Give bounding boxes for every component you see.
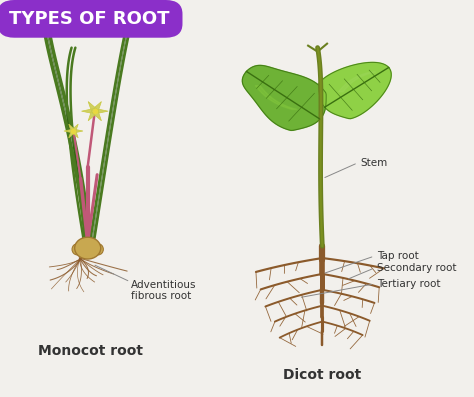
Polygon shape: [69, 124, 75, 132]
Polygon shape: [319, 62, 391, 119]
Text: Adventitious
fibrous root: Adventitious fibrous root: [131, 280, 197, 301]
Polygon shape: [82, 108, 95, 114]
Polygon shape: [95, 108, 108, 114]
Ellipse shape: [72, 244, 82, 255]
Polygon shape: [72, 124, 78, 132]
Polygon shape: [88, 110, 98, 121]
Polygon shape: [69, 130, 75, 138]
Polygon shape: [64, 129, 73, 133]
Text: Tertiary root: Tertiary root: [377, 279, 440, 289]
Text: Tap root: Tap root: [377, 251, 419, 261]
FancyBboxPatch shape: [0, 0, 182, 38]
Polygon shape: [92, 110, 101, 121]
Text: Monocot root: Monocot root: [37, 344, 143, 358]
Ellipse shape: [75, 237, 100, 259]
Text: Stem: Stem: [360, 158, 387, 168]
Polygon shape: [92, 102, 101, 113]
Polygon shape: [242, 66, 326, 130]
Text: Secondary root: Secondary root: [377, 263, 456, 273]
Polygon shape: [73, 129, 83, 133]
Polygon shape: [88, 102, 98, 113]
Text: TYPES OF ROOT: TYPES OF ROOT: [9, 10, 169, 28]
Ellipse shape: [93, 244, 103, 255]
Text: Dicot root: Dicot root: [283, 368, 362, 382]
Polygon shape: [72, 130, 78, 138]
